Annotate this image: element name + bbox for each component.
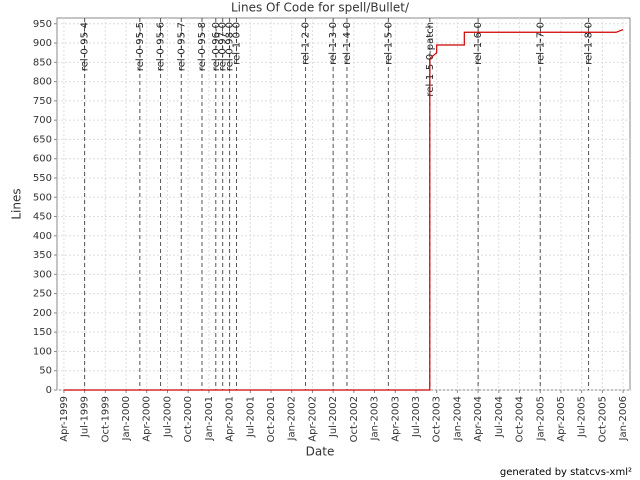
x-tick-label: Oct-2003 — [432, 396, 443, 442]
x-tick-label: Oct-2005 — [597, 396, 608, 442]
release-label: rel-0-95-5 — [135, 22, 146, 71]
x-tick-label: Jan-2003 — [370, 396, 381, 441]
x-tick-label: Jul-2000 — [162, 396, 173, 438]
release-label: rel-1-7-0 — [535, 22, 546, 65]
release-label: rel-1-3-0 — [328, 22, 339, 65]
x-tick-label: Oct-2002 — [349, 396, 360, 442]
x-tick-label: Jul-2004 — [494, 396, 505, 438]
x-tick-label: Apr-2002 — [307, 396, 318, 442]
x-tick-label: Jan-2001 — [204, 396, 215, 441]
release-label: rel-1-4-0 — [342, 22, 353, 65]
x-tick-label: Jan-2000 — [121, 396, 132, 441]
x-tick-label: Apr-2003 — [390, 396, 401, 442]
x-axis-label: Date — [306, 445, 335, 459]
y-tick-label: 350 — [33, 250, 52, 261]
x-tick-label: Oct-2001 — [266, 396, 277, 442]
x-tick-label: Jan-2002 — [287, 396, 298, 441]
y-tick-label: 400 — [33, 231, 52, 242]
y-tick-label: 550 — [33, 173, 52, 184]
y-tick-label: 300 — [33, 269, 52, 280]
y-tick-label: 100 — [33, 346, 52, 357]
y-tick-label: 650 — [33, 134, 52, 145]
x-tick-label: Oct-2000 — [183, 396, 194, 442]
data-line — [63, 29, 624, 391]
release-label: rel-0-95-6 — [156, 22, 167, 71]
footer: generated by statcvs-xml² — [500, 467, 632, 478]
release-label: rel-1-0-0 — [231, 22, 242, 65]
x-tick-label: Apr-1999 — [59, 396, 70, 442]
x-tick-label: Oct-1999 — [100, 396, 111, 442]
release-label: rel-0-96-0 — [211, 22, 222, 71]
x-tick-label: Jan-2004 — [452, 396, 463, 441]
x-tick-label: Apr-2000 — [142, 396, 153, 442]
y-tick-label: 950 — [33, 19, 52, 30]
y-tick-label: 700 — [33, 115, 52, 126]
y-tick-label: 200 — [33, 308, 52, 319]
release-label: rel-1-2-0 — [301, 22, 312, 65]
release-label: rel-1-8-0 — [584, 22, 595, 65]
chart-title: Lines Of Code for spell/Bullet/ — [231, 1, 410, 15]
y-tick-label: 900 — [33, 38, 52, 49]
release-label: rel-0-98-0 — [225, 22, 236, 71]
x-tick-label: Apr-2004 — [473, 396, 484, 442]
y-tick-label: 750 — [33, 96, 52, 107]
release-label: rel-0-95-4 — [80, 22, 91, 71]
y-tick-label: 600 — [33, 154, 52, 165]
x-tick-label: Jul-1999 — [80, 396, 91, 438]
x-tick-label: Jul-2002 — [328, 396, 339, 438]
y-tick-label: 450 — [33, 212, 52, 223]
y-tick-label: 500 — [33, 192, 52, 203]
x-tick-label: Jul-2001 — [245, 396, 256, 438]
y-tick-label: 0 — [46, 385, 52, 396]
plot-area — [56, 17, 631, 391]
x-tick-label: Apr-2001 — [225, 396, 236, 442]
y-axis-label: Lines — [10, 188, 24, 219]
y-tick-label: 250 — [33, 289, 52, 300]
x-tick-label: Jul-2003 — [411, 396, 422, 438]
release-label: rel-1-6-0 — [473, 22, 484, 65]
y-tick-label: 800 — [33, 77, 52, 88]
release-label: rel-0-95-8 — [197, 22, 208, 71]
x-tick-label: Jul-2005 — [577, 396, 588, 438]
release-label: rel-0-95-7 — [176, 22, 187, 71]
y-tick-label: 150 — [33, 327, 52, 338]
x-tick-label: Jan-2005 — [535, 396, 546, 441]
y-tick-label: 850 — [33, 57, 52, 68]
release-label: rel-0-97-0 — [218, 22, 229, 71]
release-label: rel-1-5-0 — [383, 22, 394, 65]
x-tick-label: Apr-2005 — [556, 396, 567, 442]
x-tick-label: Jan-2006 — [618, 396, 629, 441]
y-tick-label: 50 — [39, 366, 52, 377]
x-tick-label: Oct-2004 — [515, 396, 526, 442]
